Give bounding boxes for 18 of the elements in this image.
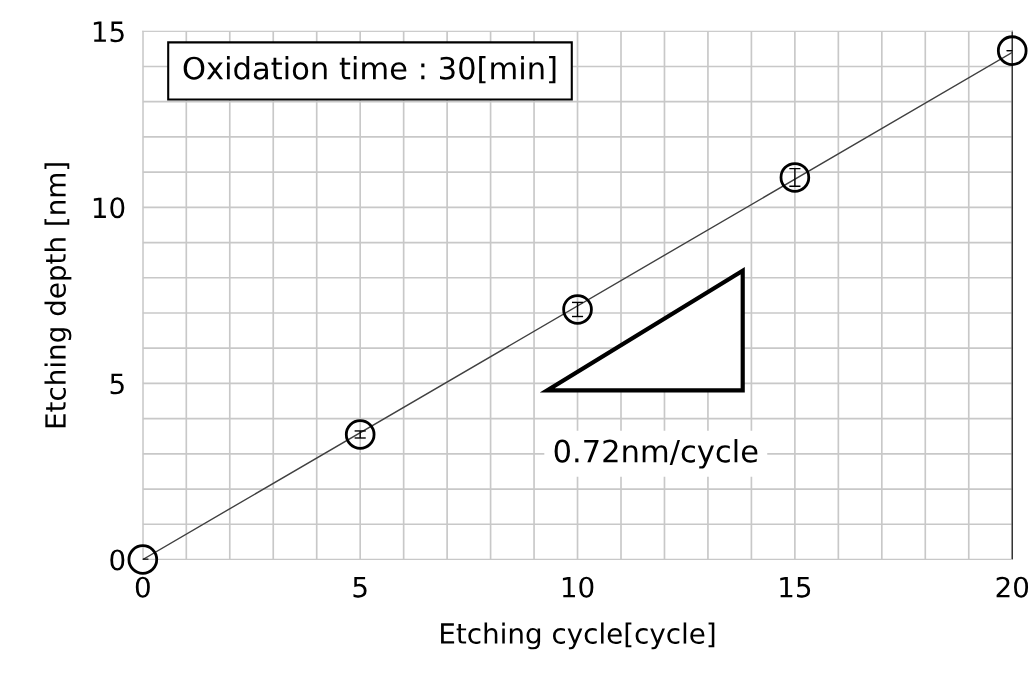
y-tick-label: 5 xyxy=(110,373,124,395)
x-tick-label: 10 xyxy=(562,576,594,598)
x-tick-label: 5 xyxy=(353,577,367,598)
point xyxy=(996,35,1028,66)
x-tick-label: 15 xyxy=(780,577,811,598)
point xyxy=(344,419,376,450)
x-axis-title: Etching cycle[cycle] xyxy=(441,622,715,650)
point xyxy=(779,162,811,193)
annotation: Oxidation time : 30[min] xyxy=(183,56,556,84)
y-axis-title: Etching depth [nm] xyxy=(44,163,72,428)
y-tick-label: 10 xyxy=(93,197,125,219)
y-tick-label: 15 xyxy=(93,21,124,43)
x-tick-label: 0 xyxy=(135,576,150,598)
annotation: 0.72nm/cycle xyxy=(554,439,758,469)
y-tick-label: 0 xyxy=(110,549,125,571)
point xyxy=(127,544,159,575)
point xyxy=(562,294,593,325)
x-tick-label: 20 xyxy=(996,576,1029,598)
